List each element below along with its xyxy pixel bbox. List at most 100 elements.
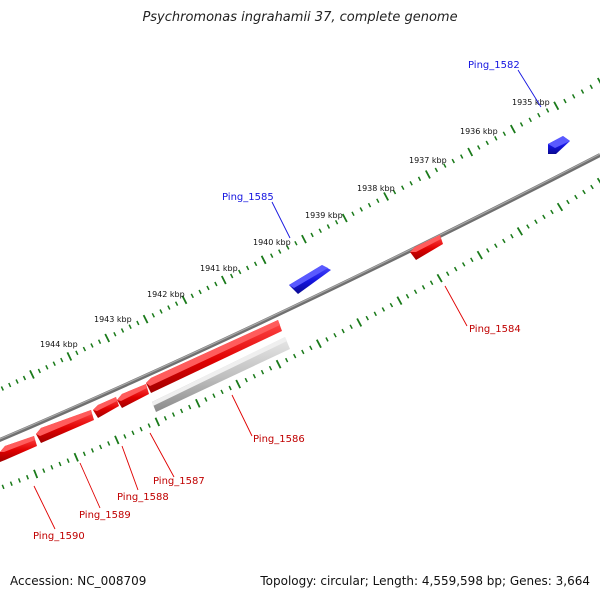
minor-tick — [494, 136, 498, 141]
major-tick — [301, 234, 307, 244]
minor-tick — [443, 163, 447, 168]
minor-tick — [204, 397, 208, 402]
minor-tick — [285, 357, 289, 363]
minor-tick — [270, 253, 274, 258]
minor-tick — [392, 189, 397, 195]
minor-tick — [163, 415, 167, 421]
minor-tick — [90, 448, 94, 453]
major-tick — [510, 124, 516, 134]
gene-labels: Ping_1582 Ping_1584 Ping_1585 Ping_1586 … — [33, 60, 521, 542]
gene-feature-ping-1587[interactable] — [117, 384, 149, 408]
major-tick — [596, 177, 600, 184]
minor-tick — [373, 311, 377, 317]
gene-label[interactable]: Ping_1588 — [117, 492, 169, 503]
minor-tick — [278, 249, 282, 254]
gene-label[interactable]: Ping_1584 — [469, 324, 521, 335]
major-tick — [181, 295, 188, 305]
minor-tick — [228, 385, 232, 391]
gene-feature-ping-1586[interactable] — [152, 337, 290, 412]
gene-feature-ping-1588[interactable] — [93, 397, 119, 418]
minor-tick — [429, 280, 434, 286]
tick-label: 1937 kbp — [409, 156, 447, 165]
tick-label: 1944 kbp — [40, 340, 78, 349]
major-tick — [476, 250, 483, 260]
minor-tick — [26, 474, 29, 480]
minor-tick — [401, 185, 405, 190]
minor-tick — [409, 181, 413, 186]
minor-tick — [413, 289, 418, 295]
gene-feature-ping-1585[interactable] — [289, 265, 331, 294]
minor-tick — [417, 176, 422, 182]
tick-label: 1938 kbp — [357, 184, 395, 193]
minor-tick — [37, 368, 41, 374]
minor-tick — [190, 293, 194, 299]
minor-tick — [206, 285, 210, 291]
minor-tick — [510, 233, 514, 239]
tick-label: 1935 kbp — [512, 98, 550, 107]
gene-label[interactable]: Ping_1590 — [33, 531, 85, 542]
gene-label[interactable]: Ping_1586 — [253, 434, 305, 445]
major-tick — [556, 202, 564, 212]
minor-tick — [470, 257, 474, 263]
tick-label: 1939 kbp — [305, 211, 343, 220]
minor-tick — [60, 357, 64, 363]
minor-tick — [17, 478, 21, 483]
minor-tick — [294, 240, 298, 246]
minor-tick — [334, 219, 339, 225]
major-tick — [260, 255, 267, 265]
minor-tick — [253, 261, 258, 267]
gene-label[interactable]: Ping_1585 — [222, 192, 274, 203]
minor-tick — [293, 353, 297, 359]
gene-feature-ping-1590[interactable] — [0, 436, 37, 462]
gene-feature-ping-1586-cds[interactable] — [146, 320, 282, 393]
major-tick — [597, 77, 600, 84]
minor-tick — [318, 228, 322, 234]
minor-tick — [246, 265, 250, 271]
minor-tick — [220, 389, 224, 395]
gene-label[interactable]: Ping_1582 — [468, 60, 520, 71]
minor-tick — [22, 375, 27, 381]
minor-tick — [188, 404, 192, 410]
minor-tick — [365, 315, 369, 321]
tick-label: 1943 kbp — [94, 315, 132, 324]
gene-feature-ping-1589[interactable] — [36, 410, 94, 443]
minor-tick — [571, 94, 576, 99]
minor-tick — [434, 167, 439, 173]
minor-tick — [349, 324, 353, 330]
minor-tick — [574, 194, 578, 200]
major-tick — [66, 352, 73, 361]
lower-tick-ring — [1, 177, 600, 490]
minor-tick — [381, 307, 386, 312]
minor-tick — [445, 271, 450, 276]
minor-tick — [494, 243, 498, 248]
major-tick — [436, 273, 443, 283]
minor-tick — [75, 350, 79, 356]
minor-tick — [174, 301, 179, 306]
gene-label[interactable]: Ping_1587 — [153, 476, 205, 487]
minor-tick — [244, 377, 248, 383]
minor-tick — [359, 207, 363, 212]
minor-tick — [519, 122, 524, 127]
major-tick — [383, 192, 389, 201]
major-tick — [341, 213, 348, 223]
accession-text: Accession: NC_008709 — [10, 574, 147, 588]
gene-label[interactable]: Ping_1589 — [79, 510, 131, 521]
minor-tick — [580, 89, 585, 94]
major-tick — [553, 101, 560, 111]
minor-tick — [128, 324, 132, 330]
minor-tick — [260, 369, 265, 375]
minor-tick — [486, 248, 490, 253]
gene-label-leaders — [33, 69, 542, 530]
minor-tick — [485, 140, 489, 146]
minor-tick — [1, 484, 5, 490]
major-tick — [316, 339, 322, 349]
minor-tick — [107, 441, 111, 446]
gene-feature-ping-1582[interactable] — [548, 136, 570, 154]
minor-tick — [180, 408, 184, 414]
minor-tick — [453, 266, 458, 272]
major-tick — [467, 147, 474, 157]
minor-tick — [8, 382, 12, 388]
minor-tick — [451, 158, 455, 164]
gene-feature-ping-1584[interactable] — [410, 235, 443, 260]
